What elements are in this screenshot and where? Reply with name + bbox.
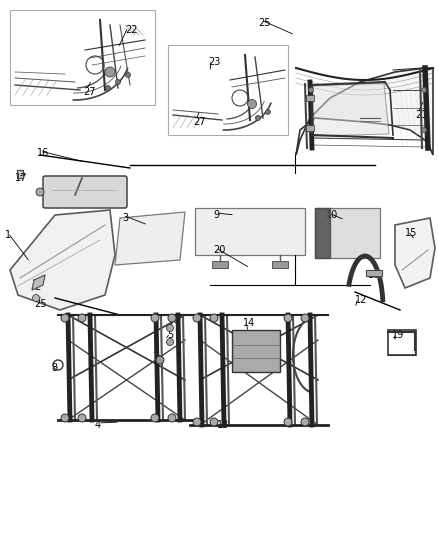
Circle shape bbox=[301, 418, 309, 426]
Circle shape bbox=[210, 418, 218, 426]
Circle shape bbox=[421, 87, 427, 93]
Circle shape bbox=[210, 314, 218, 322]
Circle shape bbox=[284, 418, 292, 426]
Text: 1: 1 bbox=[5, 230, 11, 240]
Text: 4: 4 bbox=[95, 420, 101, 430]
Text: 2: 2 bbox=[34, 282, 40, 292]
Text: 19: 19 bbox=[392, 330, 404, 340]
Bar bbox=[212, 261, 228, 268]
Circle shape bbox=[32, 295, 39, 302]
Circle shape bbox=[301, 314, 309, 322]
Text: 21: 21 bbox=[415, 110, 427, 120]
Polygon shape bbox=[366, 270, 382, 276]
Circle shape bbox=[421, 127, 427, 133]
Text: 22: 22 bbox=[125, 25, 138, 35]
Text: 3: 3 bbox=[122, 213, 128, 223]
Circle shape bbox=[61, 314, 69, 322]
Text: 20: 20 bbox=[213, 245, 226, 255]
Circle shape bbox=[156, 356, 164, 364]
Polygon shape bbox=[296, 68, 433, 155]
Circle shape bbox=[151, 414, 159, 422]
Circle shape bbox=[168, 314, 176, 322]
Circle shape bbox=[193, 314, 201, 322]
Text: 18: 18 bbox=[368, 270, 380, 280]
Text: 9: 9 bbox=[213, 210, 219, 220]
Polygon shape bbox=[315, 208, 380, 258]
Text: 26: 26 bbox=[78, 190, 90, 200]
Text: 25: 25 bbox=[258, 18, 271, 28]
Circle shape bbox=[116, 79, 120, 85]
Circle shape bbox=[78, 314, 86, 322]
Circle shape bbox=[166, 338, 173, 345]
Text: 25: 25 bbox=[34, 299, 46, 309]
Polygon shape bbox=[395, 218, 435, 288]
Polygon shape bbox=[32, 275, 45, 290]
Text: 15: 15 bbox=[405, 228, 417, 238]
Text: 8: 8 bbox=[51, 363, 57, 373]
Text: 17: 17 bbox=[15, 173, 27, 183]
Circle shape bbox=[308, 87, 314, 93]
Circle shape bbox=[284, 314, 292, 322]
Circle shape bbox=[78, 414, 86, 422]
Circle shape bbox=[61, 414, 69, 422]
Bar bbox=[232, 330, 280, 372]
Bar bbox=[10, 10, 155, 105]
Circle shape bbox=[193, 418, 201, 426]
Bar bbox=[388, 330, 416, 355]
Circle shape bbox=[166, 325, 173, 332]
Text: 12: 12 bbox=[355, 295, 367, 305]
Polygon shape bbox=[10, 210, 115, 310]
Text: 16: 16 bbox=[37, 148, 49, 158]
Text: 23: 23 bbox=[208, 57, 220, 67]
Text: 27: 27 bbox=[83, 87, 95, 97]
Circle shape bbox=[151, 314, 159, 322]
Circle shape bbox=[265, 109, 271, 115]
Polygon shape bbox=[17, 170, 23, 178]
Circle shape bbox=[247, 100, 257, 109]
Circle shape bbox=[255, 116, 261, 120]
Polygon shape bbox=[195, 208, 305, 255]
Circle shape bbox=[36, 188, 44, 196]
Circle shape bbox=[308, 127, 314, 133]
Text: 10: 10 bbox=[326, 210, 338, 220]
Bar bbox=[306, 125, 314, 131]
Polygon shape bbox=[115, 212, 185, 265]
Text: 13: 13 bbox=[217, 420, 229, 430]
FancyBboxPatch shape bbox=[43, 176, 127, 208]
Text: 14: 14 bbox=[243, 318, 255, 328]
Polygon shape bbox=[315, 208, 330, 258]
Text: 6: 6 bbox=[172, 315, 178, 325]
Polygon shape bbox=[313, 83, 389, 136]
Text: 27: 27 bbox=[193, 117, 205, 127]
Circle shape bbox=[106, 85, 110, 91]
Bar bbox=[168, 45, 288, 135]
Bar bbox=[306, 95, 314, 101]
Text: 7: 7 bbox=[152, 352, 158, 362]
Circle shape bbox=[126, 72, 131, 77]
Circle shape bbox=[168, 414, 176, 422]
Bar bbox=[272, 261, 288, 268]
Circle shape bbox=[105, 67, 115, 77]
Text: 5: 5 bbox=[167, 330, 173, 340]
